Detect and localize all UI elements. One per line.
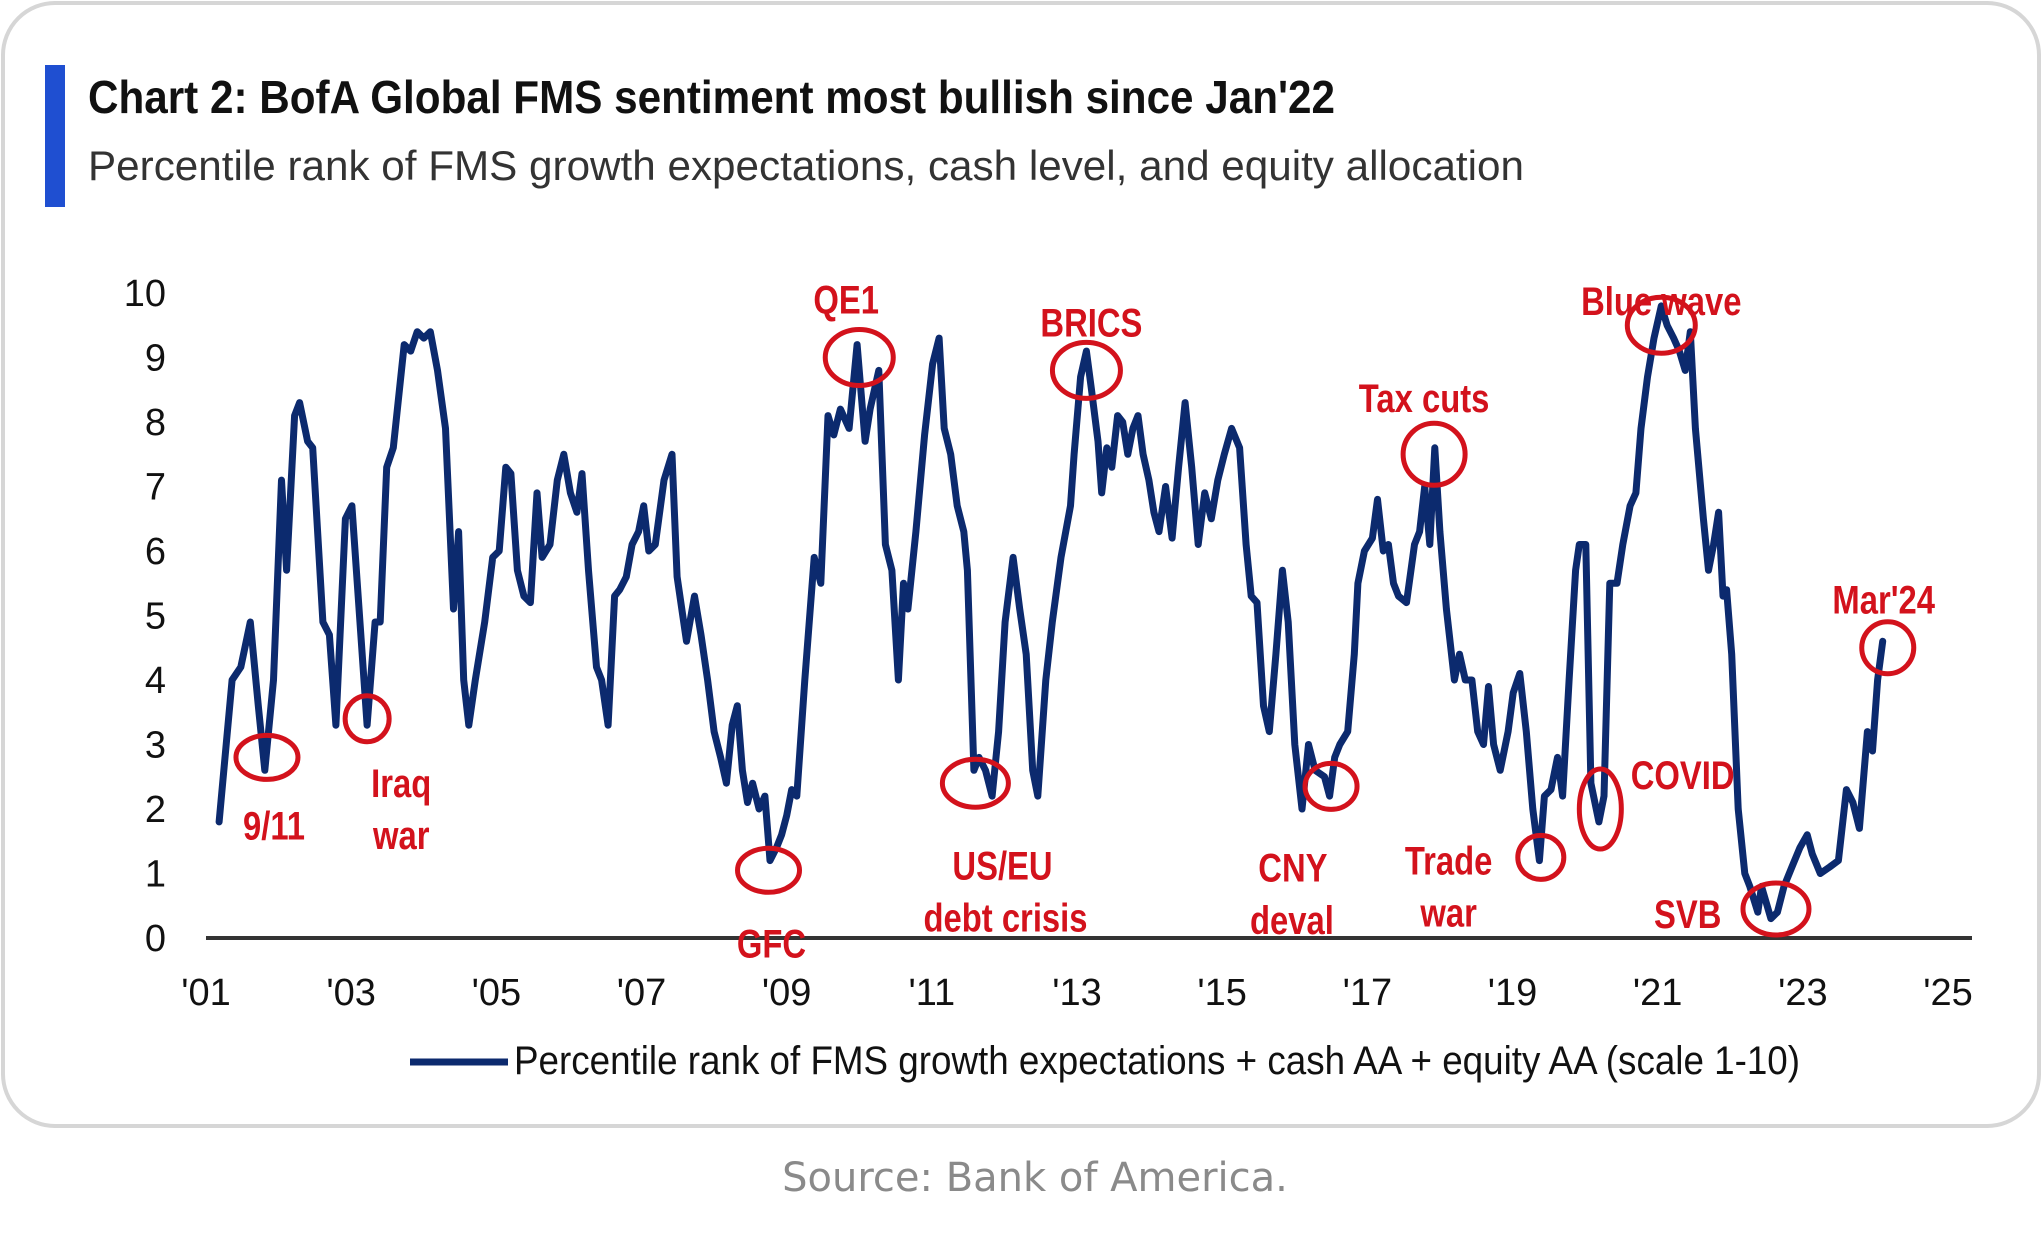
annotation-circle [342,693,392,745]
annotation: US/EU debt crisis [923,756,1088,941]
annotation-label: Trade [1405,838,1492,883]
annotation-label: Blue wave [1581,279,1741,324]
annotation-circle [735,845,803,895]
y-tick-label: 0 [145,918,166,960]
plot-area [215,302,1887,923]
y-tick-label: 8 [145,402,166,444]
annotation-circle [822,327,896,388]
x-tick-label: '19 [1488,972,1538,1014]
annotation: COVID [1576,753,1735,852]
y-tick-label: 7 [145,467,166,509]
annotation-label: Iraq [371,761,431,806]
annotation: Iraq war [342,693,431,858]
y-tick-label: 2 [145,789,166,831]
annotation-label: 9/11 [243,804,305,849]
annotation: Mar'24 [1832,578,1936,677]
y-tick-label: 4 [145,660,166,702]
annotation-circle [1049,339,1123,401]
annotation: Trade war [1405,832,1567,935]
card-border [1,1,2041,1128]
y-tick-label: 6 [145,531,166,573]
annotation-circle [939,756,1011,810]
annotation: 9/11 [233,732,305,849]
x-tick-label: '21 [1633,972,1683,1014]
annotation-circle [1624,294,1698,356]
annotation-circle [1576,766,1624,852]
x-tick-label: '13 [1052,972,1102,1014]
chart-subtitle: Percentile rank of FMS growth expectatio… [88,142,1524,189]
x-tick-label: '07 [617,972,667,1014]
annotation-label: SVB [1654,892,1721,937]
x-tick-label: '03 [326,972,376,1014]
annotation-circle [1859,619,1917,677]
y-tick-label: 5 [145,596,166,638]
legend: Percentile rank of FMS growth expectatio… [410,1039,1800,1083]
x-tick-label: '23 [1778,972,1828,1014]
y-tick-label: 1 [145,854,166,896]
annotation-label: war [372,813,429,858]
x-tick-label: '05 [472,972,522,1014]
annotations: 9/11 Iraq war GFC QE1 US/EU debt crisis BRICS CN… [233,277,1936,966]
annotation: CNY deval [1250,760,1360,943]
x-tick-label: '01 [181,972,231,1014]
annotation: GFC [735,845,806,966]
annotation-label: war [1419,890,1476,935]
x-axis: '01 '03 '05 '07 '09 '11 '13 '15 '17 '19 '21 '23 '25 [181,972,1973,1014]
annotation: Tax cuts [1359,376,1490,488]
chart-title: Chart 2: BofA Global FMS sentiment most … [88,71,1335,123]
x-tick-label: '11 [908,972,955,1014]
annotation: QE1 [813,277,896,388]
annotation-label: BRICS [1040,300,1142,345]
y-tick-label: 9 [145,338,166,380]
annotation: SVB [1654,880,1812,938]
accent-bar [45,65,65,207]
annotation-label: COVID [1631,753,1735,798]
y-axis: 0 1 2 3 4 5 6 7 8 9 10 [124,273,166,960]
annotation-circle [1302,760,1360,812]
annotation-circle [233,732,301,782]
annotation-circle [1400,420,1468,488]
x-tick-label: '15 [1197,972,1247,1014]
annotation: BRICS [1040,300,1142,401]
legend-label: Percentile rank of FMS growth expectatio… [514,1039,1800,1083]
annotation-label: debt crisis [923,896,1087,941]
annotation-circle [1515,832,1567,882]
annotation-label: QE1 [813,277,879,322]
series-line [215,302,1887,923]
annotation-label: GFC [737,921,806,966]
y-tick-label: 3 [145,725,166,767]
annotation-label: US/EU [952,843,1052,888]
x-tick-label: '17 [1343,972,1393,1014]
x-tick-label: '09 [762,972,812,1014]
annotation-label: Mar'24 [1832,578,1935,623]
annotation-label: CNY [1258,846,1327,891]
x-tick-label: '25 [1923,972,1973,1014]
annotation-label: deval [1250,898,1334,943]
annotation: Blue wave [1581,279,1741,356]
source-note: Source: Bank of America. [782,1155,1288,1201]
annotation-circle [1740,880,1812,938]
y-tick-label: 10 [124,273,166,315]
annotation-label: Tax cuts [1359,376,1490,421]
